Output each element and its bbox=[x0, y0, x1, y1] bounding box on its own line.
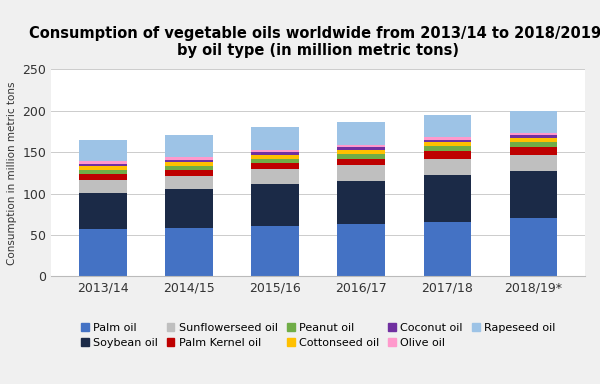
Bar bbox=[337, 159, 385, 166]
Bar bbox=[165, 157, 212, 159]
Bar bbox=[165, 159, 212, 162]
Bar bbox=[337, 122, 385, 145]
Bar bbox=[424, 222, 471, 276]
Bar bbox=[165, 228, 212, 276]
Bar bbox=[251, 154, 299, 159]
Y-axis label: Consumption in million metric tons: Consumption in million metric tons bbox=[7, 81, 17, 265]
Bar bbox=[337, 181, 385, 224]
Bar bbox=[79, 164, 127, 166]
Bar bbox=[251, 226, 299, 276]
Bar bbox=[424, 140, 471, 142]
Bar bbox=[165, 166, 212, 170]
Bar bbox=[424, 115, 471, 137]
Bar bbox=[337, 145, 385, 147]
Bar bbox=[251, 150, 299, 152]
Bar bbox=[79, 170, 127, 174]
Bar bbox=[251, 163, 299, 169]
Bar bbox=[424, 159, 471, 175]
Bar bbox=[165, 170, 212, 176]
Bar bbox=[337, 166, 385, 181]
Bar bbox=[509, 142, 557, 147]
Bar bbox=[509, 171, 557, 218]
Bar bbox=[509, 138, 557, 142]
Bar bbox=[165, 162, 212, 166]
Bar bbox=[165, 136, 212, 157]
Bar bbox=[79, 174, 127, 180]
Bar bbox=[79, 166, 127, 170]
Bar bbox=[79, 229, 127, 276]
Bar bbox=[251, 159, 299, 163]
Bar bbox=[509, 154, 557, 171]
Bar bbox=[424, 151, 471, 159]
Bar bbox=[424, 175, 471, 222]
Bar bbox=[424, 142, 471, 146]
Bar bbox=[509, 133, 557, 136]
Bar bbox=[251, 184, 299, 226]
Bar bbox=[79, 140, 127, 161]
Bar bbox=[79, 193, 127, 229]
Bar bbox=[251, 127, 299, 150]
Bar bbox=[165, 176, 212, 189]
Bar bbox=[79, 161, 127, 164]
Bar bbox=[165, 189, 212, 228]
Bar bbox=[424, 146, 471, 151]
Bar bbox=[424, 137, 471, 140]
Bar bbox=[509, 218, 557, 276]
Bar bbox=[337, 150, 385, 154]
Bar bbox=[509, 111, 557, 133]
Bar bbox=[509, 147, 557, 154]
Bar bbox=[251, 152, 299, 154]
Bar bbox=[509, 136, 557, 138]
Legend: Palm oil, Soybean oil, Sunflowerseed oil, Palm Kernel oil, Peanut oil, Cottonsee: Palm oil, Soybean oil, Sunflowerseed oil… bbox=[77, 319, 559, 352]
Bar bbox=[337, 154, 385, 159]
Bar bbox=[337, 147, 385, 150]
Bar bbox=[337, 224, 385, 276]
Bar bbox=[79, 180, 127, 193]
Title: Consumption of vegetable oils worldwide from 2013/14 to 2018/2019,
by oil type (: Consumption of vegetable oils worldwide … bbox=[29, 26, 600, 58]
Bar bbox=[251, 169, 299, 184]
